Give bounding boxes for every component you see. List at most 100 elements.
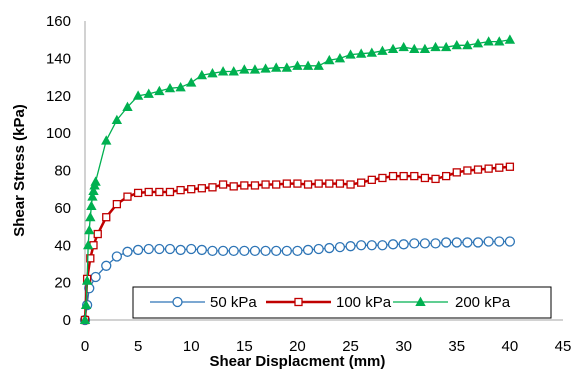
legend-entry: 100 kPa (266, 294, 392, 311)
data-point (217, 66, 229, 76)
data-point (377, 45, 388, 55)
data-point (442, 171, 451, 181)
data-point (367, 175, 376, 184)
data-point (366, 47, 377, 57)
data-point (419, 238, 431, 249)
legend-label: 50 kPa (210, 294, 257, 311)
data-point (484, 164, 493, 173)
data-point (302, 244, 314, 256)
data-point (313, 243, 324, 255)
y-axis-ticks: 0 20 40 60 80 100 120 140 160 (46, 13, 71, 329)
data-point (302, 60, 314, 70)
data-point (93, 229, 102, 239)
x-tick-label: 5 (134, 338, 142, 355)
data-point (387, 239, 399, 250)
data-point (357, 178, 366, 187)
data-point (431, 174, 440, 184)
data-point (101, 260, 112, 271)
data-point (292, 245, 303, 257)
data-point (165, 187, 175, 197)
data-point (133, 188, 143, 198)
data-point (293, 179, 302, 188)
x-tick-label: 30 (395, 338, 412, 355)
data-point (112, 199, 122, 209)
data-point (175, 244, 186, 256)
data-point (430, 41, 441, 52)
data-point (451, 237, 462, 248)
data-point (80, 299, 92, 310)
data-point (164, 82, 176, 93)
x-tick-label: 20 (289, 338, 306, 355)
data-point (123, 192, 132, 201)
data-point (260, 63, 271, 73)
data-point (409, 43, 420, 54)
data-point (79, 314, 91, 325)
data-point (218, 180, 228, 189)
y-tick-label: 120 (46, 88, 71, 105)
data-point (504, 236, 516, 247)
data-point (217, 245, 229, 257)
data-point (155, 187, 164, 197)
data-point (356, 240, 367, 251)
legend-label: 200 kPa (455, 294, 511, 311)
data-point (473, 165, 483, 174)
data-point (472, 38, 484, 48)
x-axis-title: Shear Displacment (mm) (209, 353, 385, 369)
data-point (175, 82, 186, 92)
data-point (495, 163, 504, 172)
data-point (415, 296, 426, 307)
data-point (239, 64, 250, 74)
y-tick-label: 60 (54, 200, 71, 217)
y-axis-title: Shear Stress (kPa) (11, 104, 28, 237)
data-point (207, 245, 218, 257)
x-tick-label: 0 (81, 338, 89, 355)
data-point (441, 237, 452, 248)
data-point (228, 245, 239, 257)
data-point (208, 183, 217, 192)
data-point (122, 101, 133, 111)
data-point (260, 245, 271, 257)
data-point (85, 211, 96, 222)
data-point (261, 180, 270, 189)
data-point (462, 237, 473, 248)
data-point (90, 271, 101, 283)
data-point (186, 243, 197, 255)
data-point (292, 60, 303, 70)
data-point (207, 68, 218, 78)
data-point (186, 77, 197, 87)
data-point (409, 238, 420, 249)
y-tick-label: 20 (54, 275, 71, 292)
data-point (172, 296, 183, 308)
data-point (345, 241, 356, 252)
legend: 50 kPa 100 kPa 200 kPa (132, 286, 552, 319)
data-point (452, 168, 461, 177)
data-point (176, 185, 185, 195)
y-tick-label: 140 (46, 50, 71, 67)
data-point (88, 185, 99, 196)
data-point (144, 187, 153, 197)
x-tick-label: 25 (342, 338, 359, 355)
data-point (346, 180, 355, 189)
x-tick-label: 35 (448, 338, 465, 355)
data-point (440, 41, 452, 52)
data-point (494, 236, 505, 247)
series-layer (79, 34, 516, 326)
data-point (249, 64, 261, 74)
x-tick-label: 10 (183, 338, 200, 355)
data-point (86, 200, 97, 211)
data-point (154, 243, 165, 255)
data-point (334, 53, 346, 63)
data-point (101, 135, 112, 145)
data-point (228, 66, 239, 76)
data-point (249, 245, 261, 257)
data-point (272, 180, 281, 189)
data-point (250, 181, 260, 190)
data-point (240, 181, 249, 190)
data-point (399, 171, 408, 181)
data-point (483, 236, 494, 247)
y-tick-label: 40 (54, 237, 71, 254)
data-point (132, 244, 144, 256)
data-point (143, 88, 154, 98)
data-point (271, 62, 282, 72)
